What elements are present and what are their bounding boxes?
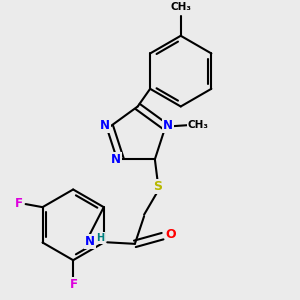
- Text: CH₃: CH₃: [188, 119, 209, 130]
- Text: N: N: [111, 153, 121, 167]
- Text: N: N: [100, 118, 110, 132]
- Text: F: F: [70, 278, 78, 291]
- Text: CH₃: CH₃: [170, 2, 191, 12]
- Text: F: F: [15, 197, 23, 210]
- Text: O: O: [166, 228, 176, 241]
- Text: N: N: [85, 235, 95, 248]
- Text: S: S: [153, 181, 162, 194]
- Text: H: H: [96, 233, 104, 243]
- Text: N: N: [163, 118, 173, 132]
